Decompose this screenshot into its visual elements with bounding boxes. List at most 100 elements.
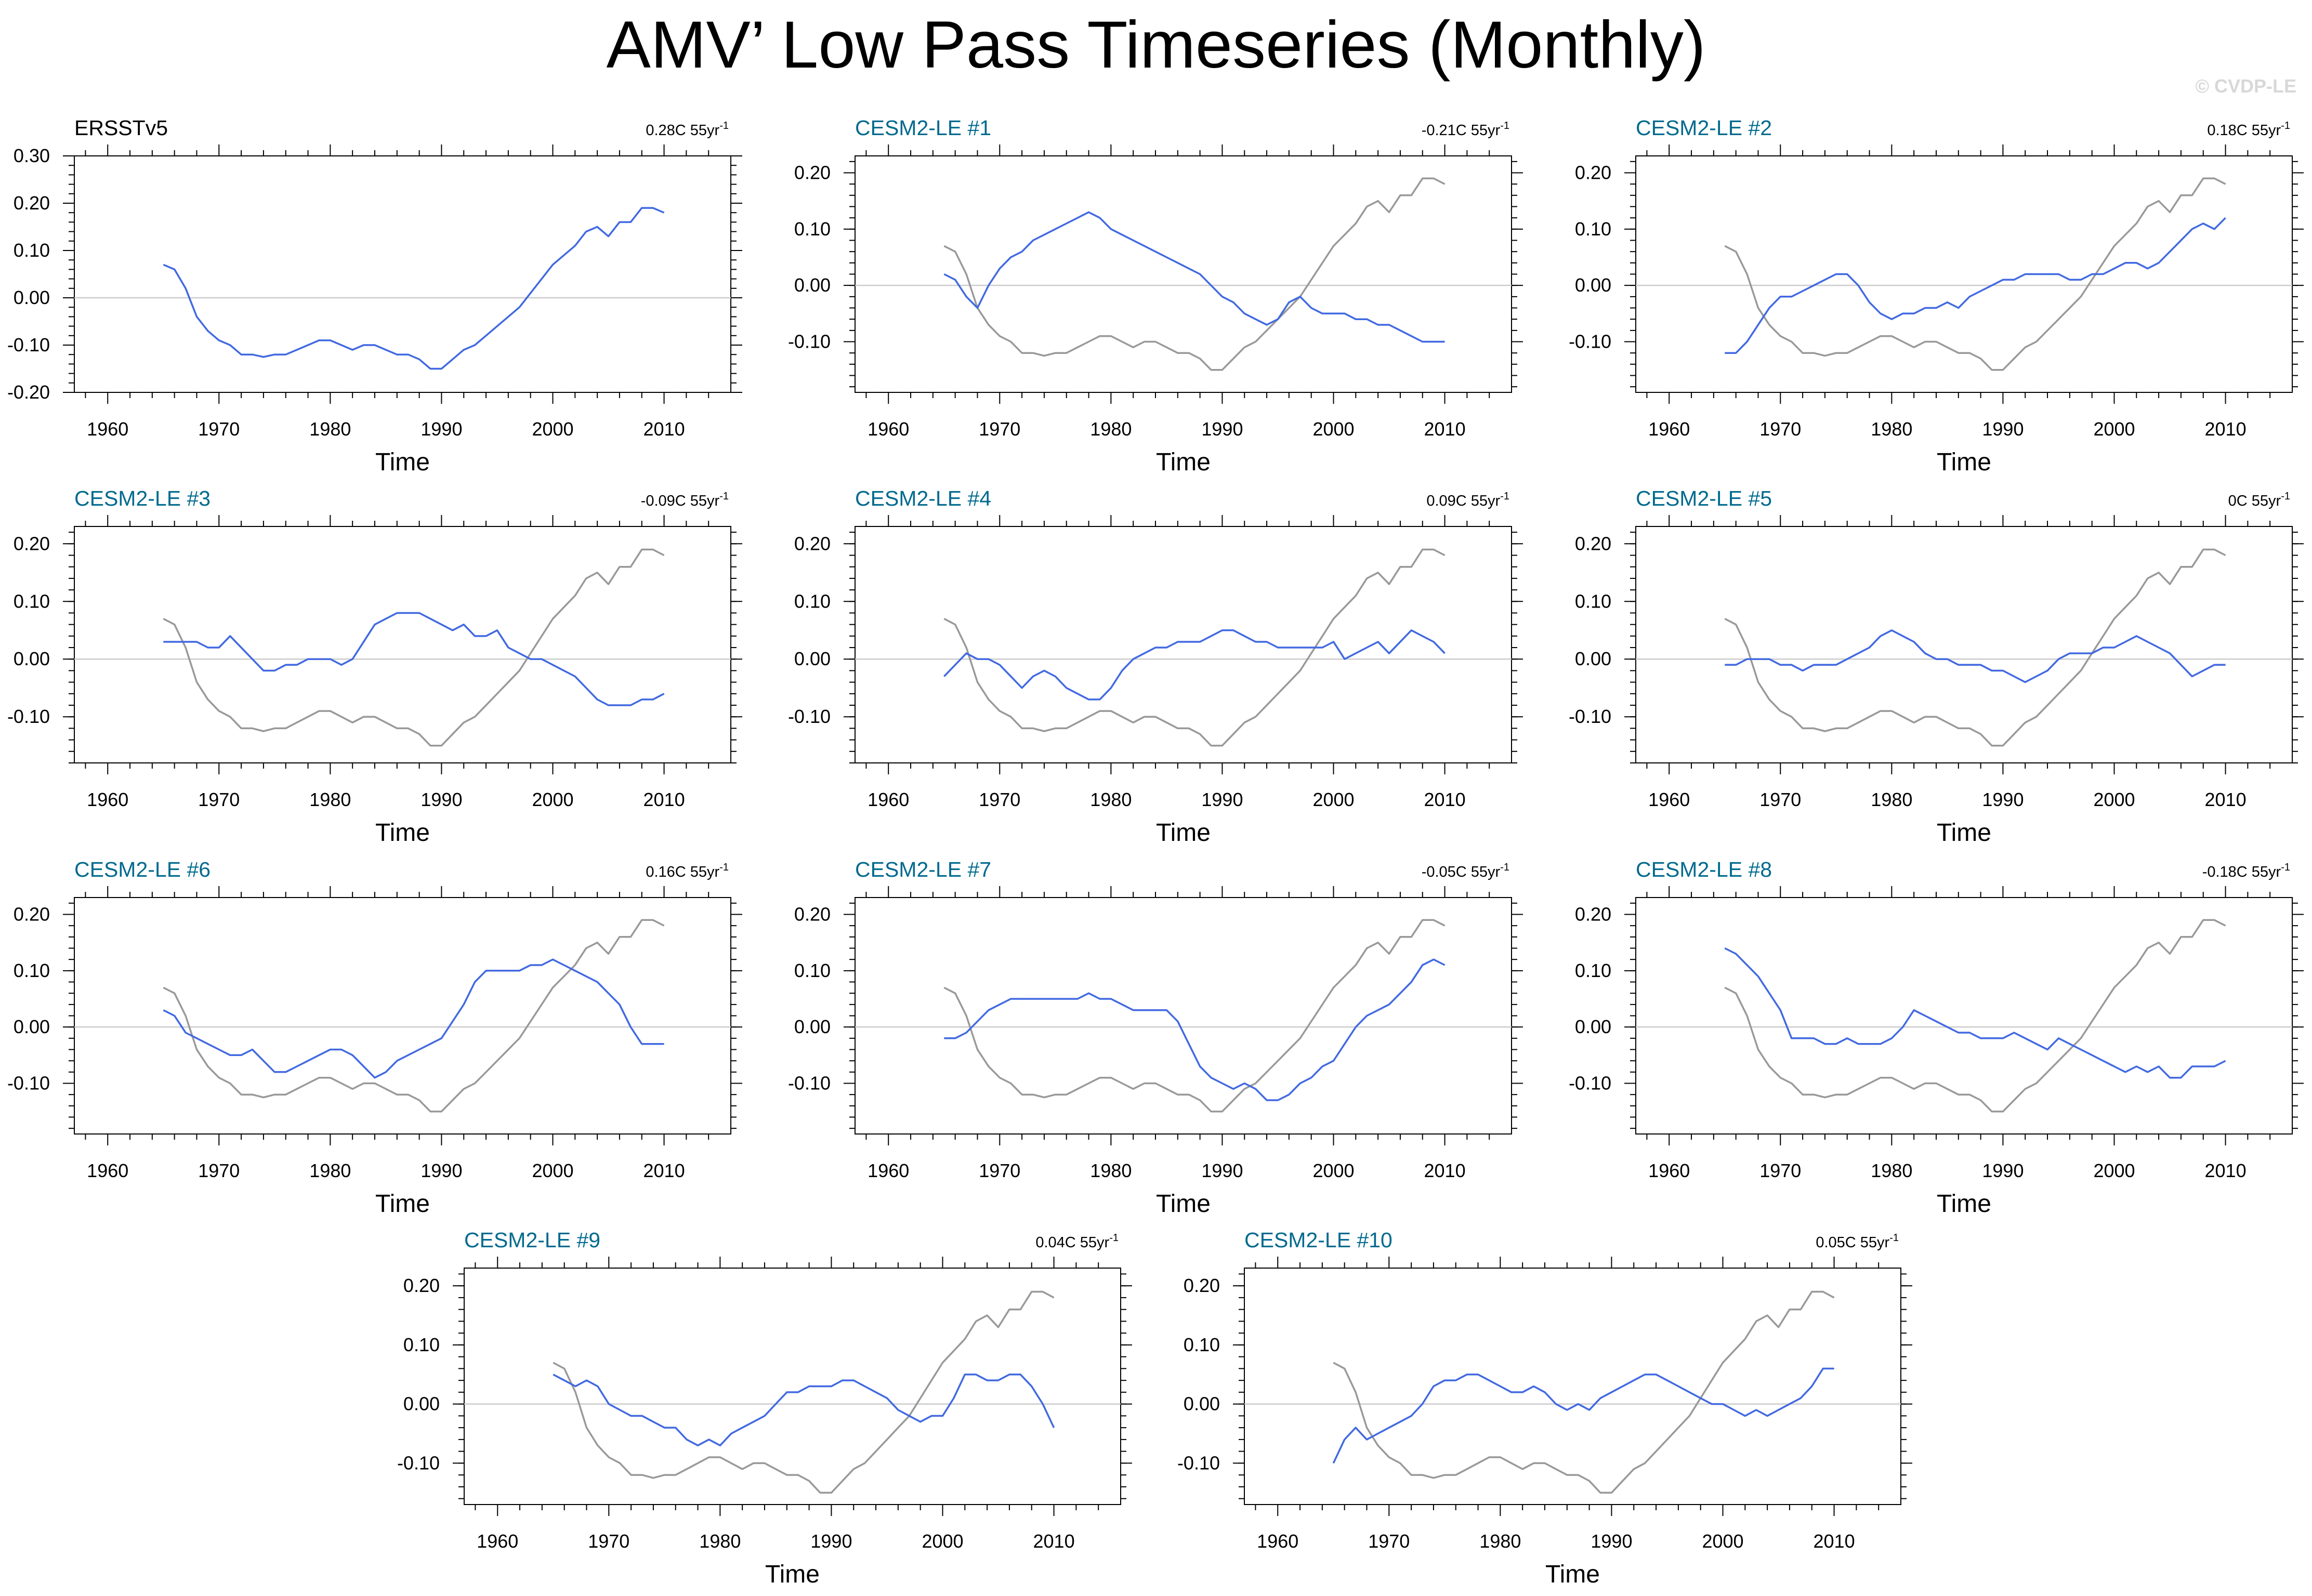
x-axis-title: Time — [375, 449, 430, 476]
model-series-line — [1725, 217, 2226, 354]
x-tick-label: 2010 — [1424, 1160, 1466, 1181]
x-tick-label: 1980 — [1090, 789, 1132, 810]
y-tick-label: 0.20 — [403, 1275, 440, 1296]
x-tick-label: 1970 — [198, 418, 240, 440]
x-tick-label: 2000 — [532, 789, 573, 810]
trend-label: 0C 55yr-1 — [2228, 491, 2290, 509]
trend-exponent: -1 — [719, 862, 729, 873]
y-tick-label: 0.20 — [794, 904, 831, 925]
y-tick-label: 0.20 — [14, 533, 50, 554]
y-tick-label: 0.10 — [14, 590, 50, 612]
panel-title: CESM2-LE #9 — [464, 1228, 600, 1252]
x-tick-label: 2000 — [532, 418, 573, 440]
trend-value: 0.18C 55yr — [2207, 122, 2281, 139]
x-tick-label: 1970 — [588, 1531, 629, 1552]
y-tick-label: 0.00 — [1184, 1393, 1220, 1415]
model-series-line — [1724, 947, 2226, 1079]
y-tick-label: 0.10 — [1575, 960, 1611, 981]
y-tick-label: -0.10 — [1569, 331, 1611, 352]
trend-label: 0.16C 55yr-1 — [646, 862, 729, 880]
x-tick-label: 1990 — [1201, 1160, 1243, 1181]
x-tick-label: 1970 — [198, 789, 240, 810]
y-tick-label: 0.10 — [14, 960, 50, 981]
trend-value: -0.21C 55yr — [1422, 122, 1501, 139]
trend-label: -0.21C 55yr-1 — [1422, 120, 1509, 139]
model-series-line — [943, 629, 1446, 701]
x-tick-label: 1960 — [87, 789, 128, 810]
trend-exponent: -1 — [719, 491, 729, 502]
x-axis-title: Time — [1545, 1561, 1600, 1588]
panel-title: CESM2-LE #10 — [1244, 1228, 1393, 1252]
x-tick-label: 1970 — [1759, 1160, 1801, 1181]
x-tick-label: 1960 — [87, 418, 128, 440]
trend-exponent: -1 — [2281, 491, 2290, 502]
y-tick-label: 0.20 — [14, 192, 50, 214]
x-tick-label: 1960 — [868, 789, 909, 810]
x-tick-label: 1960 — [1648, 789, 1690, 810]
trend-exponent: -1 — [2281, 120, 2290, 131]
y-tick-label: -0.10 — [1569, 1073, 1611, 1094]
panel-title: CESM2-LE #4 — [855, 486, 991, 510]
trend-label: 0.04C 55yr-1 — [1035, 1232, 1119, 1251]
chart-panel-1: 0.30 0.20 0.10 0.00 -0.10 -0.20 1960 1970 1980 19… — [7, 116, 742, 476]
trend-exponent: -1 — [1500, 862, 1509, 873]
y-tick-label: 0.10 — [794, 960, 831, 981]
x-tick-label: 1970 — [1368, 1531, 1410, 1552]
x-tick-label: 1960 — [1648, 418, 1690, 440]
model-series-line — [944, 958, 1446, 1101]
x-tick-label: 1960 — [868, 1160, 909, 1181]
x-tick-label: 2000 — [1312, 1160, 1354, 1181]
x-tick-label: 1990 — [421, 1160, 462, 1181]
y-tick-label: 0.10 — [1575, 590, 1611, 612]
trend-exponent: -1 — [719, 120, 729, 131]
x-tick-label: 1960 — [87, 1160, 128, 1181]
trend-exponent: -1 — [1500, 120, 1509, 131]
trend-value: 0.16C 55yr — [646, 864, 719, 880]
observed-series-line — [943, 177, 1446, 371]
y-tick-label: -0.10 — [1177, 1452, 1220, 1473]
plot-frame — [1244, 1268, 1901, 1505]
y-tick-label: 0.20 — [1575, 162, 1611, 183]
x-tick-label: 2000 — [1312, 418, 1354, 440]
chart-panel-11: 0.20 0.10 0.00 -0.10 1960 1970 1980 1990 2000 201… — [1177, 1228, 1912, 1588]
trend-exponent: -1 — [1500, 491, 1509, 502]
x-tick-label: 1990 — [421, 418, 462, 440]
chart-panel-6: 0.20 0.10 0.00 -0.10 1960 1970 1980 1990 2000 201… — [1569, 486, 2304, 847]
trend-label: -0.05C 55yr-1 — [1422, 862, 1509, 880]
x-tick-label: 1980 — [1479, 1531, 1521, 1552]
x-tick-label: 2010 — [643, 1160, 685, 1181]
chart-panel-5: 0.20 0.10 0.00 -0.10 1960 1970 1980 1990 2000 201… — [788, 486, 1523, 847]
trend-exponent: -1 — [1109, 1232, 1119, 1244]
observed-series-line — [553, 1290, 1055, 1494]
x-tick-label: 1970 — [979, 418, 1020, 440]
x-tick-label: 1990 — [1982, 1160, 2024, 1181]
y-tick-label: 0.20 — [794, 533, 831, 554]
plot-frame — [74, 526, 731, 763]
x-tick-label: 1970 — [198, 1160, 240, 1181]
observed-series-line — [943, 919, 1446, 1113]
x-tick-label: 1960 — [868, 418, 909, 440]
trend-exponent: -1 — [2281, 862, 2290, 873]
y-tick-label: -0.10 — [1569, 706, 1611, 727]
y-tick-label: 0.20 — [1575, 533, 1611, 554]
y-tick-label: -0.20 — [7, 381, 50, 403]
observed-series-line — [163, 919, 665, 1113]
x-tick-label: 1960 — [1257, 1531, 1298, 1552]
plot-frame — [74, 155, 731, 393]
y-tick-label: 0.00 — [403, 1393, 440, 1415]
x-tick-label: 1960 — [477, 1531, 518, 1552]
x-tick-label: 1960 — [1648, 1160, 1690, 1181]
trend-value: 0.09C 55yr — [1426, 493, 1500, 509]
panel-title: CESM2-LE #1 — [855, 116, 991, 140]
y-tick-label: 0.20 — [14, 904, 50, 925]
x-tick-label: 1990 — [1982, 789, 2024, 810]
y-tick-label: 0.00 — [14, 287, 50, 308]
y-tick-label: 0.20 — [1184, 1275, 1220, 1296]
trend-label: -0.09C 55yr-1 — [641, 491, 729, 509]
model-series-line — [1725, 629, 2226, 683]
trend-label: 0.28C 55yr-1 — [646, 120, 729, 139]
y-tick-label: -0.10 — [7, 706, 50, 727]
y-tick-label: 0.00 — [1575, 1016, 1611, 1037]
